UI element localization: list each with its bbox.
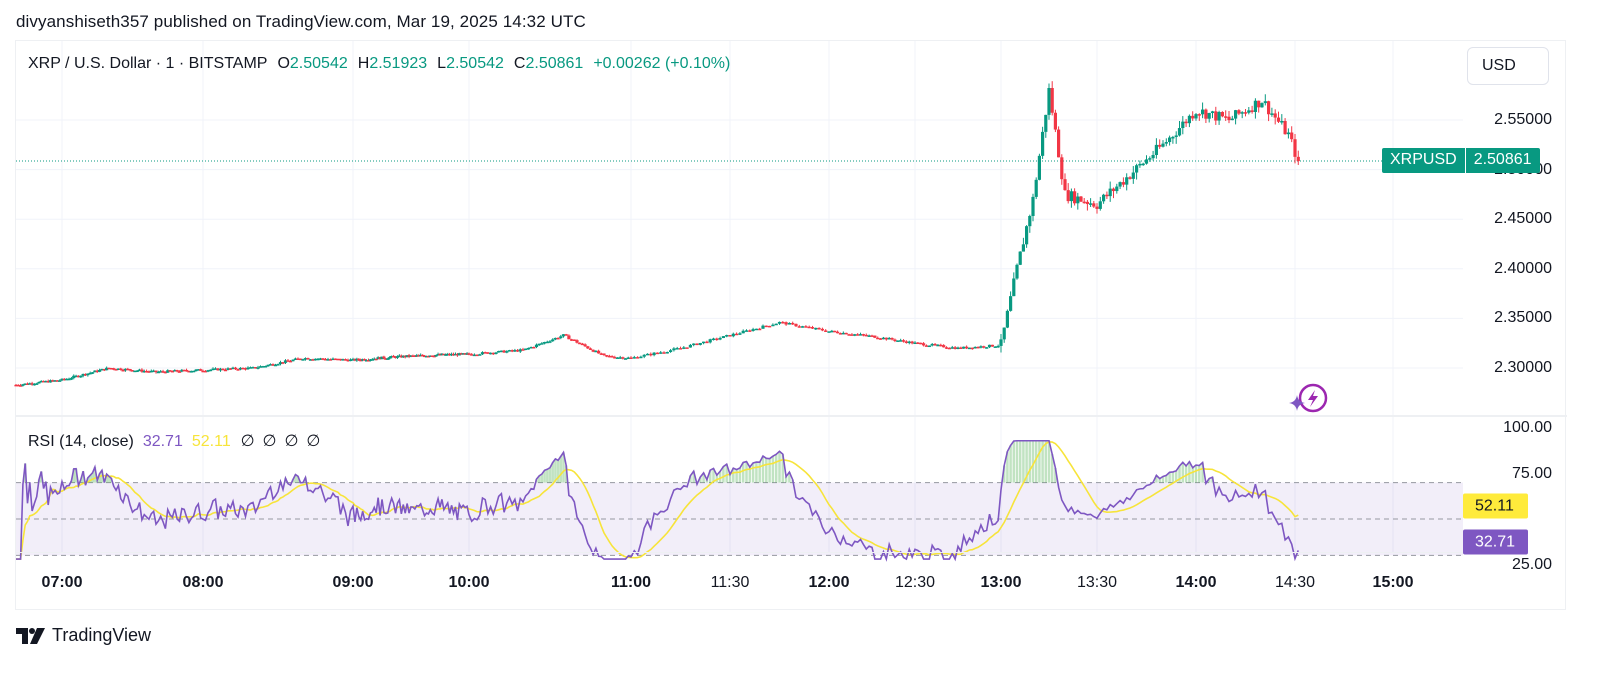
tradingview-logo[interactable]: TradingView: [16, 625, 151, 646]
rsi-chart[interactable]: [16, 417, 1463, 562]
price-tag-value: 2.50861: [1465, 148, 1540, 173]
price-axis[interactable]: 2.300002.350002.400002.450002.500002.550…: [1463, 41, 1566, 415]
change-value: +0.00262 (+0.10%): [593, 55, 731, 72]
low-key: L: [437, 55, 447, 72]
chart-frame: XRP / U.S. Dollar · 1 · BITSTAMP O 2.5054…: [14, 40, 1567, 610]
rsi-axis-label: 100.00: [1503, 419, 1552, 436]
high-key: H: [357, 55, 370, 72]
time-axis-label: 08:00: [182, 574, 224, 591]
price-axis-label: 2.35000: [1494, 309, 1552, 327]
high-value: 2.51923: [369, 55, 428, 72]
time-axis-label: 11:00: [610, 574, 652, 591]
na-value: ∅: [284, 433, 299, 450]
na-value: ∅: [262, 433, 277, 450]
time-axis-label: 14:00: [1175, 574, 1217, 591]
tradingview-logo-icon: [16, 627, 45, 644]
na-value: ∅: [306, 433, 321, 450]
time-axis-label: 14:30: [1274, 574, 1316, 591]
currency-button[interactable]: USD: [1467, 47, 1549, 85]
close-value: 2.50861: [525, 55, 584, 72]
candlestick-chart[interactable]: [14, 41, 1463, 415]
rsi-title: RSI (14, close): [28, 433, 134, 450]
time-axis-label: 09:00: [332, 574, 374, 591]
time-axis[interactable]: 07:00 08:00 09:00 10:00 11:00 11:30 12:00 12:30…: [16, 552, 1463, 610]
time-axis-label: 11:30: [710, 574, 750, 591]
brand-name: TradingView: [52, 625, 152, 645]
rsi-axis-label: 75.00: [1511, 464, 1552, 482]
rsi-value: 32.71: [142, 433, 183, 450]
time-axis-label: 12:30: [894, 574, 936, 591]
lightning-sparkle-icon[interactable]: [1283, 381, 1331, 417]
price-axis-label: 2.30000: [1494, 359, 1552, 376]
time-axis-label: 13:30: [1076, 574, 1118, 591]
symbol-title: XRP / U.S. Dollar · 1 · BITSTAMP: [28, 55, 268, 72]
rsi-legend: RSI (14, close) 32.71 52.11 ∅ ∅ ∅ ∅: [28, 431, 328, 451]
time-axis-label: 07:00: [41, 574, 83, 591]
low-value: 2.50542: [446, 55, 504, 72]
time-axis-label: 13:00: [980, 574, 1022, 591]
na-value: ∅: [240, 433, 255, 450]
rsi-axis-label: 25.00: [1511, 555, 1552, 573]
rsi-axis[interactable]: 100.00 75.00 25.00: [1463, 417, 1566, 573]
pane-separator[interactable]: [16, 415, 1567, 417]
open-key: O: [277, 55, 290, 72]
rsi-value-tag: 32.71: [1463, 529, 1528, 555]
rsi-ma-tag: 52.11: [1463, 493, 1528, 519]
price-axis-label: 2.55000: [1494, 111, 1552, 128]
price-axis-label: 2.45000: [1494, 210, 1552, 228]
last-price-tag: XRPUSD 2.50861: [1382, 148, 1540, 173]
time-axis-label: 10:00: [448, 574, 490, 591]
time-axis-label: 15:00: [1372, 574, 1414, 591]
publisher-line: divyanshiseth357 published on TradingVie…: [16, 12, 586, 31]
price-axis-label: 2.40000: [1494, 259, 1552, 277]
rsi-ma-value: 52.11: [191, 433, 231, 450]
symbol-legend: XRP / U.S. Dollar · 1 · BITSTAMP O 2.5054…: [28, 55, 730, 73]
close-key: C: [513, 55, 526, 72]
price-pane[interactable]: XRP / U.S. Dollar · 1 · BITSTAMP O 2.5054…: [14, 41, 1463, 417]
time-axis-label: 12:00: [808, 574, 850, 591]
rsi-pane[interactable]: RSI (14, close) 32.71 52.11 ∅ ∅ ∅ ∅: [16, 417, 1463, 562]
price-tag-symbol: XRPUSD: [1382, 148, 1465, 173]
open-value: 2.50542: [289, 55, 348, 72]
